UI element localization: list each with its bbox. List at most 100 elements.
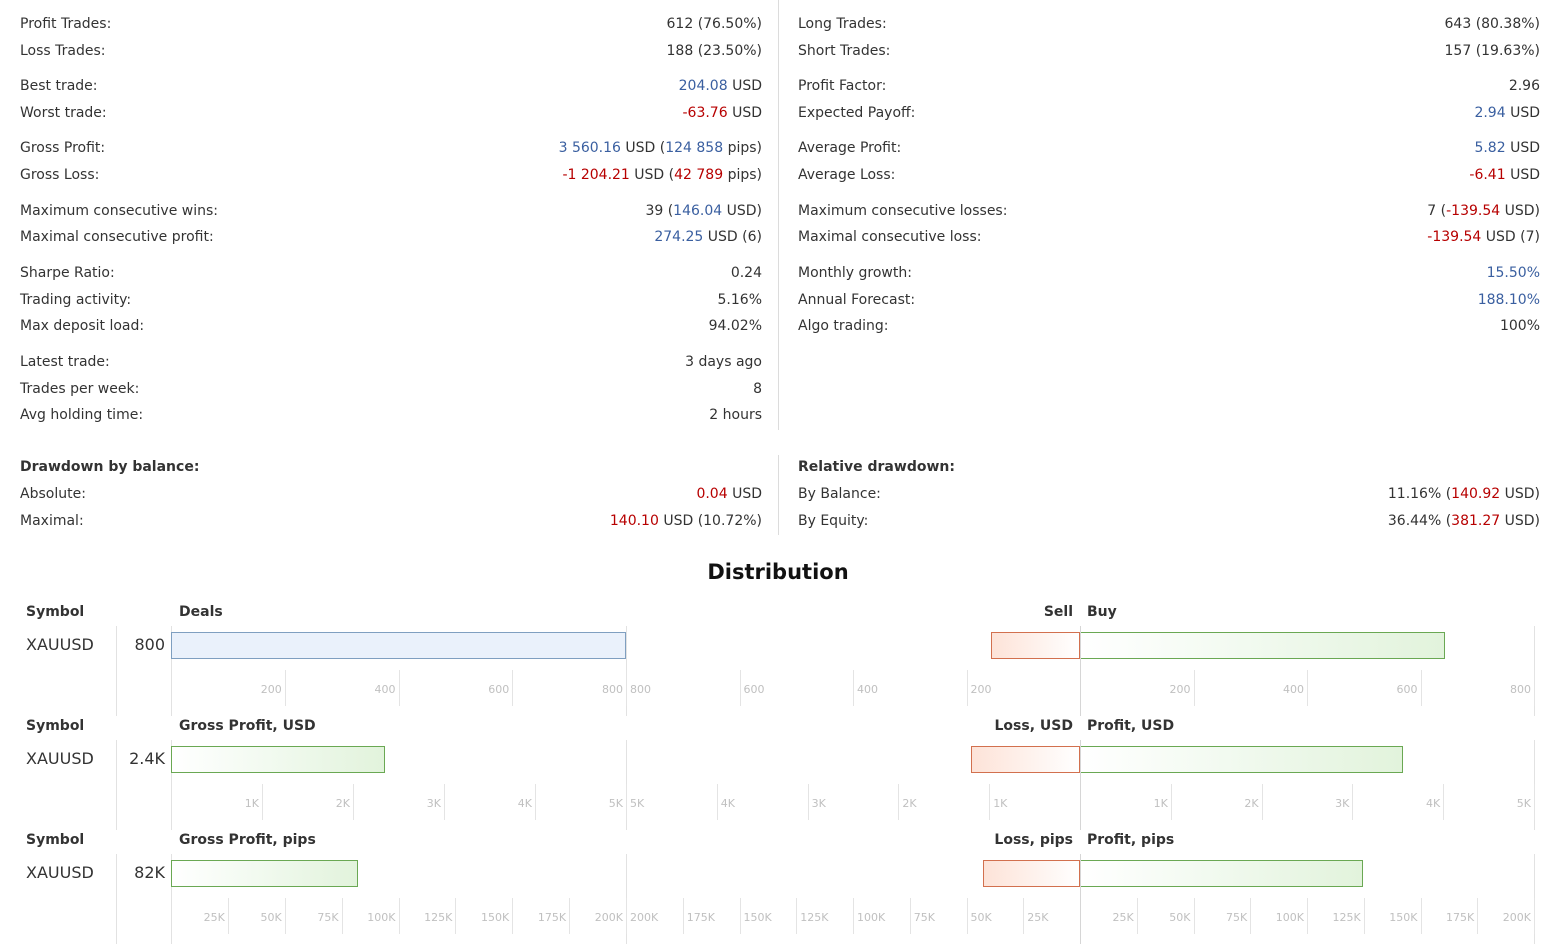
stat-label: Maximal: (20, 513, 84, 529)
grid-tick (626, 670, 627, 706)
grid-tick (1307, 670, 1308, 706)
buy-profit-bar (1080, 632, 1445, 659)
grid-tick (398, 670, 400, 706)
tick-label: 2K (1244, 797, 1259, 810)
stat-label: Average Profit: (798, 140, 902, 156)
grid-tick (1193, 898, 1195, 934)
center-axis-line (1080, 626, 1081, 716)
grid-tick (796, 898, 798, 934)
sell-loss-bar (982, 860, 1080, 887)
total-bar (171, 860, 358, 887)
tick-label: 4K (1425, 797, 1441, 810)
distribution-chart-gross-profit-pips: Symbol XAUUSD 82K Gross Profit, pips 25K 50K 7… (0, 832, 1556, 946)
grid-tick (716, 784, 718, 820)
value-text: USD (10.72%) (658, 513, 762, 529)
distribution-chart-gross-profit-usd: Symbol XAUUSD 2.4K Gross Profit, USD 1K 2K 3K 4… (0, 718, 1556, 832)
tick-label: 200K (594, 911, 623, 924)
negative-value: -139.54 (1427, 229, 1482, 245)
symbol-name: XAUUSD (26, 749, 94, 768)
value-text: pips) (723, 167, 762, 183)
grid-tick (853, 898, 854, 934)
positive-value: 188.10% (1477, 292, 1540, 308)
stat-row-monthly-growth: Monthly growth: 15.50% (798, 263, 1540, 283)
grid-tick (1443, 784, 1445, 820)
stat-value: 2.96 (1509, 78, 1540, 94)
tick-label: 25K (1112, 911, 1134, 924)
column-header: Gross Profit, USD (179, 718, 316, 734)
grid-tick (512, 898, 514, 934)
value-text: USD (1505, 140, 1540, 156)
tick-label: 600 (1396, 683, 1418, 696)
tick-label: 2K (902, 797, 917, 810)
grid-tick (1307, 898, 1308, 934)
grid-tick (1534, 898, 1535, 934)
stat-row-gross-loss: Gross Loss: -1 204.21 USD (42 789 pips) (20, 165, 762, 185)
negative-value: 140.92 (1451, 486, 1501, 502)
stat-label: Best trade: (20, 78, 98, 94)
grid-tick (227, 898, 229, 934)
tick-label: 150K (743, 911, 772, 924)
stat-row-by-equity: By Equity: 36.44% (381.27 USD) (798, 511, 1540, 531)
value-text: 0.24 (730, 265, 762, 281)
grid-tick (535, 784, 536, 820)
tick-label: 1K (1153, 797, 1168, 810)
stat-label: Sharpe Ratio: (20, 265, 115, 281)
axis-line (171, 740, 172, 830)
value-text: 94.02% (708, 318, 762, 334)
value-text: USD (1505, 167, 1540, 183)
stat-value: 157 (19.63%) (1445, 43, 1540, 59)
grid-tick (1363, 898, 1365, 934)
stat-label: Expected Payoff: (798, 105, 916, 121)
value-text: 643 (80.38%) (1444, 16, 1540, 32)
positive-value: 15.50% (1486, 265, 1540, 281)
grid-tick (1534, 784, 1535, 820)
tick-label: 175K (537, 911, 567, 924)
stat-label: Latest trade: (20, 354, 110, 370)
positive-value: 204.08 (678, 78, 728, 94)
value-text: 3 days ago (685, 354, 762, 370)
stat-value: 3 days ago (685, 354, 762, 370)
stat-value: 5.16% (718, 292, 762, 308)
grid-tick (284, 898, 286, 934)
drawdown-header: Drawdown by balance: (20, 457, 762, 477)
tick-label: 5K (630, 797, 645, 810)
stat-row-by-balance: By Balance: 11.16% (140.92 USD) (798, 484, 1540, 504)
total-bar (171, 746, 386, 773)
tick-label: 125K (800, 911, 829, 924)
tick-label: 400 (374, 683, 396, 696)
tick-label: 50K (970, 911, 992, 924)
stat-value: -6.41 USD (1469, 167, 1540, 183)
center-axis-line (1080, 740, 1081, 830)
stat-value: 2.94 USD (1474, 105, 1540, 121)
symbol-header: Symbol (26, 604, 85, 620)
tick-label: 125K (424, 911, 453, 924)
grid-tick (1170, 784, 1172, 820)
grid-tick (1250, 898, 1252, 934)
distribution-chart-deals: Symbol XAUUSD 800 Deals 200 400 600 800 Sell Buy 8… (0, 604, 1556, 718)
grid-tick (966, 670, 968, 706)
stat-row-maximum-consecutive-losses: Maximum consecutive losses: 7 (-139.54 US… (798, 201, 1540, 221)
stat-row-algo-trading: Algo trading: 100% (798, 316, 1540, 336)
negative-value: -63.76 (682, 105, 728, 121)
value-text: USD ( (629, 167, 675, 183)
value-text: USD (727, 105, 762, 121)
stat-row-profit-trades: Profit Trades: 612 (76.50%) (20, 14, 762, 34)
split-right-header: Profit, USD (1087, 718, 1175, 734)
sell-loss-bar (990, 632, 1080, 659)
stat-row-maximum-consecutive-wins: Maximum consecutive wins: 39 (146.04 USD) (20, 201, 762, 221)
tick-label: 100K (1275, 911, 1304, 924)
stat-row-expected-payoff: Expected Payoff: 2.94 USD (798, 103, 1540, 123)
stat-row-absolute: Absolute: 0.04 USD (20, 484, 762, 504)
stat-value: -63.76 USD (682, 105, 762, 121)
value-text: USD (727, 78, 762, 94)
value-text: USD (1505, 105, 1540, 121)
column-header: Gross Profit, pips (179, 832, 316, 848)
tick-label: 200K (1502, 911, 1531, 924)
stat-label: By Equity: (798, 513, 869, 529)
tick-label: 200K (630, 911, 659, 924)
tick-label: 3K (811, 797, 826, 810)
value-text: 2.96 (1508, 78, 1540, 94)
stat-row-gross-profit: Gross Profit: 3 560.16 USD (124 858 pips) (20, 138, 762, 158)
grid-tick (682, 898, 684, 934)
grid-tick (444, 784, 445, 820)
